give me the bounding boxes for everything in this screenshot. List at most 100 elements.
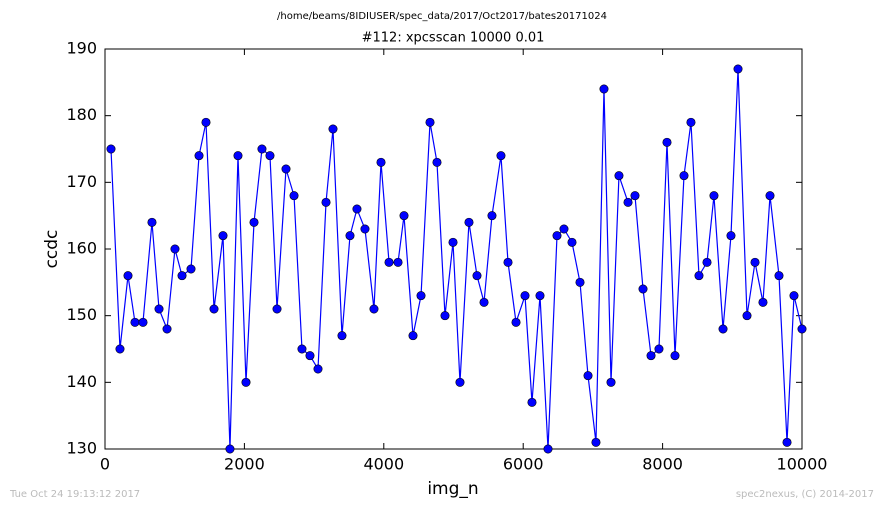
data-point bbox=[742, 311, 752, 321]
data-point bbox=[614, 171, 624, 181]
data-point bbox=[432, 157, 442, 167]
data-point bbox=[305, 351, 315, 361]
data-point bbox=[194, 151, 204, 161]
footer-date: Tue Oct 24 19:13:12 2017 bbox=[9, 489, 140, 500]
data-point bbox=[337, 331, 347, 341]
data-point bbox=[265, 151, 275, 161]
x-tick-label: 8000 bbox=[642, 455, 683, 474]
data-point bbox=[233, 151, 243, 161]
data-point bbox=[106, 144, 116, 154]
x-tick-label: 4000 bbox=[363, 455, 404, 474]
data-point bbox=[511, 317, 521, 327]
footer-credit: spec2nexus, (C) 2014-2017 bbox=[736, 489, 874, 500]
data-point bbox=[670, 351, 680, 361]
data-point bbox=[218, 231, 228, 241]
data-point bbox=[535, 291, 545, 301]
data-point bbox=[487, 211, 497, 221]
data-point bbox=[147, 217, 157, 227]
data-point bbox=[679, 171, 689, 181]
data-point bbox=[758, 297, 768, 307]
data-point bbox=[115, 344, 125, 354]
data-point bbox=[225, 444, 235, 454]
data-point bbox=[138, 317, 148, 327]
data-point bbox=[527, 397, 537, 407]
data-point bbox=[154, 304, 164, 314]
data-point bbox=[686, 117, 696, 127]
data-point bbox=[440, 311, 450, 321]
chart-title: #112: xpcsscan 10000 0.01 bbox=[362, 31, 545, 46]
data-point bbox=[726, 231, 736, 241]
data-point bbox=[455, 377, 465, 387]
data-point bbox=[209, 304, 219, 314]
data-point bbox=[399, 211, 409, 221]
data-point bbox=[646, 351, 656, 361]
data-point bbox=[257, 144, 267, 154]
data-point bbox=[249, 217, 259, 227]
data-point bbox=[321, 197, 331, 207]
data-point bbox=[281, 164, 291, 174]
y-tick-label: 130 bbox=[66, 439, 97, 458]
data-point bbox=[416, 291, 426, 301]
data-point bbox=[733, 64, 743, 74]
data-point bbox=[464, 217, 474, 227]
data-point bbox=[313, 364, 323, 374]
x-tick-label: 10000 bbox=[777, 455, 828, 474]
data-point bbox=[297, 344, 307, 354]
y-tick-label: 180 bbox=[66, 105, 97, 124]
data-point bbox=[408, 331, 418, 341]
data-point bbox=[170, 244, 180, 254]
data-point bbox=[520, 291, 530, 301]
x-tick-label: 6000 bbox=[503, 455, 544, 474]
data-point bbox=[123, 271, 133, 281]
data-point bbox=[130, 317, 140, 327]
data-point bbox=[384, 257, 394, 267]
y-tick-label: 160 bbox=[66, 239, 97, 258]
data-point bbox=[503, 257, 513, 267]
data-point bbox=[789, 291, 799, 301]
data-point bbox=[162, 324, 172, 334]
data-point bbox=[782, 437, 792, 447]
data-point bbox=[360, 224, 370, 234]
data-point bbox=[583, 371, 593, 381]
y-tick-label: 150 bbox=[66, 305, 97, 324]
data-point bbox=[479, 297, 489, 307]
data-point bbox=[797, 324, 807, 334]
data-point bbox=[606, 377, 616, 387]
data-point bbox=[765, 191, 775, 201]
data-point bbox=[543, 444, 553, 454]
data-point bbox=[241, 377, 251, 387]
data-point bbox=[272, 304, 282, 314]
data-point bbox=[662, 137, 672, 147]
header-path: /home/beams/8IDIUSER/spec_data/2017/Oct2… bbox=[277, 11, 607, 22]
data-point bbox=[654, 344, 664, 354]
data-point bbox=[774, 271, 784, 281]
data-point bbox=[575, 277, 585, 287]
data-point bbox=[376, 157, 386, 167]
data-point bbox=[638, 284, 648, 294]
y-axis-label: ccdc bbox=[42, 230, 62, 269]
data-point bbox=[289, 191, 299, 201]
data-point bbox=[328, 124, 338, 134]
data-point bbox=[186, 264, 196, 274]
x-tick-label: 2000 bbox=[224, 455, 265, 474]
data-point bbox=[201, 117, 211, 127]
data-point bbox=[345, 231, 355, 241]
data-point bbox=[694, 271, 704, 281]
data-point bbox=[448, 237, 458, 247]
data-point bbox=[352, 204, 362, 214]
data-point bbox=[496, 151, 506, 161]
data-point bbox=[425, 117, 435, 127]
data-point bbox=[709, 191, 719, 201]
data-point bbox=[472, 271, 482, 281]
data-point bbox=[718, 324, 728, 334]
x-tick-label: 0 bbox=[100, 455, 110, 474]
data-point bbox=[393, 257, 403, 267]
data-point bbox=[177, 271, 187, 281]
data-point bbox=[552, 231, 562, 241]
data-point bbox=[702, 257, 712, 267]
data-point bbox=[630, 191, 640, 201]
y-tick-label: 170 bbox=[66, 172, 97, 191]
data-point bbox=[369, 304, 379, 314]
